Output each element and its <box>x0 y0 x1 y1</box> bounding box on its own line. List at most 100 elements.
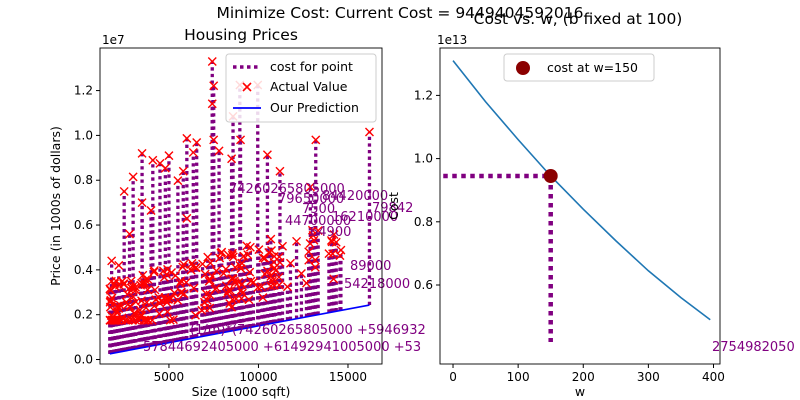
cost-at-w-150-point <box>543 169 558 184</box>
x-tick: 0 <box>449 364 457 384</box>
y-tick: 1.2 <box>414 88 440 102</box>
actual-value-point <box>151 295 161 305</box>
actual-value-point <box>137 148 147 158</box>
actual-value-point <box>309 235 319 245</box>
actual-value-point <box>324 249 334 259</box>
actual-value-point <box>207 99 217 109</box>
housing-prices-title: Housing Prices <box>184 26 298 44</box>
y-tick-label: 0.8 <box>414 215 433 229</box>
cost-y-axis-label: Cost <box>386 192 401 220</box>
actual-value-point <box>248 277 258 287</box>
actual-value-point <box>125 229 135 239</box>
actual-value-point <box>209 135 219 145</box>
actual-value-point <box>146 205 156 215</box>
x-tick: 200 <box>572 364 595 384</box>
actual-value-point <box>149 267 159 277</box>
actual-value-point <box>301 278 311 288</box>
actual-value-point <box>109 315 119 325</box>
actual-value-point <box>137 296 146 306</box>
actual-value-point <box>257 282 266 292</box>
actual-value-point <box>209 81 219 91</box>
x-tick: 15000 <box>329 364 367 384</box>
actual-value-point <box>126 276 136 286</box>
annotation-formula-line2: 57844692405000 +61492941005000 +53 <box>143 340 421 355</box>
actual-value-point <box>205 275 215 285</box>
actual-value-point <box>150 285 160 295</box>
actual-value-point <box>182 213 192 223</box>
x-tick: 10000 <box>239 364 278 384</box>
actual-value-point <box>260 269 270 279</box>
legend-label-actual: Actual Value <box>270 79 348 94</box>
y-tick: 0.8 <box>414 215 440 229</box>
actual-value-point <box>237 279 247 289</box>
actual-value-point <box>328 249 338 259</box>
y-tick-label: 1.2 <box>414 88 433 102</box>
actual-value-point <box>189 283 199 293</box>
actual-value-point <box>245 267 255 277</box>
actual-value-point <box>227 154 237 164</box>
actual-value-point <box>128 172 138 182</box>
actual-value-point <box>139 315 149 325</box>
actual-value-point <box>128 292 138 302</box>
housing-plot-area <box>105 56 374 355</box>
actual-value-point <box>311 135 321 145</box>
cost-vs-w-axes: Cost vs. w, (b fixed at 100) 1e13 Cost 0… <box>386 10 725 399</box>
actual-value-point <box>179 260 189 270</box>
cost-curve <box>452 60 711 321</box>
actual-value-point <box>142 315 152 325</box>
our-prediction-line <box>109 304 370 355</box>
y-tick-label: 1.0 <box>414 152 433 166</box>
actual-value-point <box>211 266 221 276</box>
x-tick-label: 200 <box>572 370 595 384</box>
actual-value-point <box>142 297 152 307</box>
y-tick: 0.2 <box>74 308 100 322</box>
actual-value-point <box>266 272 276 282</box>
actual-value-point <box>260 253 270 263</box>
y-tick-label: 0.6 <box>414 278 433 292</box>
annotation-formula-line1: (1/m)*(74260265805000 +5946932 <box>190 323 426 338</box>
actual-value-point <box>182 133 192 143</box>
actual-value-point <box>216 248 226 258</box>
actual-value-point <box>205 258 215 268</box>
actual-value-point <box>137 198 147 208</box>
actual-value-point <box>188 261 198 271</box>
housing-y-axis-label: Price (in 1000s of dollars) <box>48 126 63 286</box>
actual-value-point <box>225 298 235 308</box>
annotation-term: 44700000 <box>285 214 351 229</box>
legend-frame <box>225 53 377 123</box>
x-tick-label: 15000 <box>329 370 367 384</box>
actual-value-point <box>137 278 147 288</box>
actual-value-point <box>178 262 188 272</box>
actual-value-point <box>129 308 139 318</box>
actual-value-point <box>119 279 129 289</box>
actual-value-point <box>125 301 135 311</box>
actual-value-point <box>305 182 315 192</box>
y-tick: 1.2 <box>74 84 100 98</box>
actual-value-point <box>266 281 276 291</box>
actual-value-point <box>236 135 246 145</box>
actual-value-point <box>187 258 197 268</box>
actual-value-point <box>335 251 345 261</box>
cost-x-ticks: 0 100 200 300 400 <box>449 364 725 384</box>
actual-value-point <box>310 255 320 265</box>
actual-value-point <box>221 281 231 291</box>
annotation-term: 74260265805000 <box>229 182 345 197</box>
actual-value-point <box>262 150 272 160</box>
actual-value-point <box>200 269 210 279</box>
legend-label-cost-point: cost at w=150 <box>547 60 638 75</box>
actual-value-point <box>329 274 339 284</box>
actual-value-point <box>176 276 186 286</box>
actual-value-point <box>223 286 233 296</box>
actual-value-point <box>364 127 374 137</box>
actual-value-point <box>243 250 253 260</box>
actual-value-point <box>275 166 285 176</box>
cost-y-ticks: 0.6 0.8 1.0 1.2 <box>414 88 440 292</box>
actual-value-point <box>127 284 137 294</box>
x-tick-label: 300 <box>637 370 660 384</box>
x-tick-label: 400 <box>702 370 725 384</box>
actual-value-point <box>156 296 166 306</box>
actual-value-point <box>222 288 232 298</box>
y-tick: 1.0 <box>414 152 440 166</box>
figure-suptitle: Minimize Cost: Current Cost = 9449404592… <box>216 4 583 22</box>
